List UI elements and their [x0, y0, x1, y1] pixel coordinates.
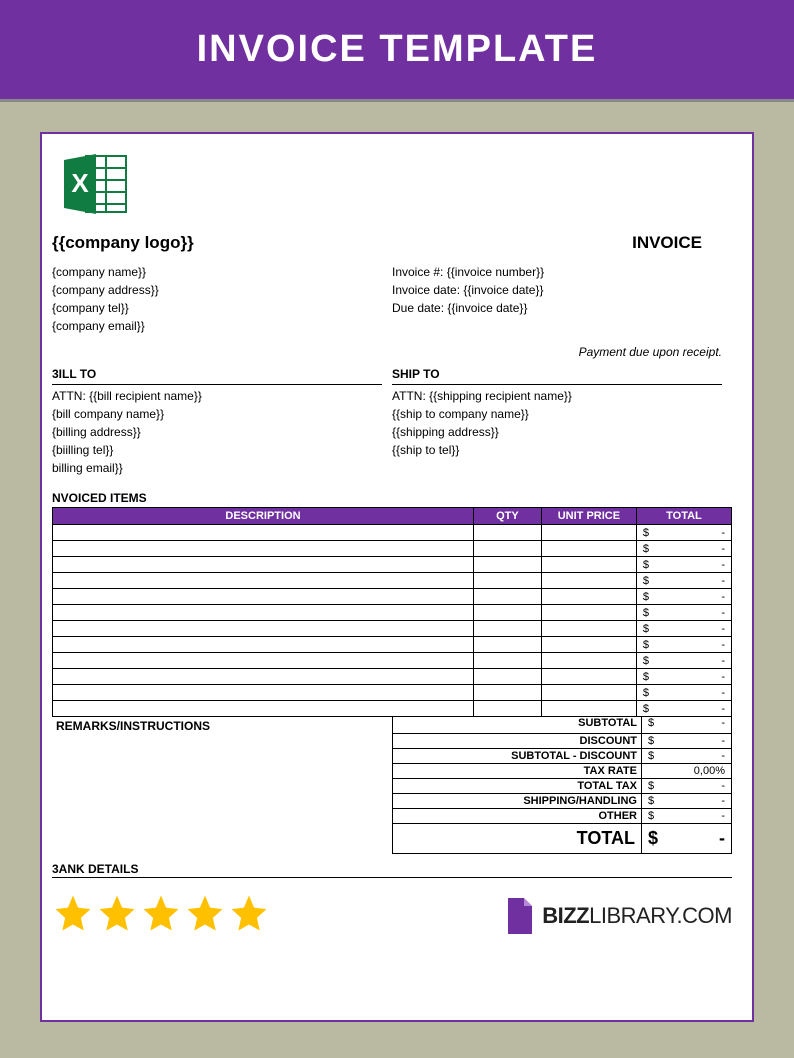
- summary-row: DISCOUNT$-: [52, 734, 732, 749]
- bank-details-heading: 3ANK DETAILS: [52, 862, 732, 878]
- invoice-info: Invoice #: {{invoice number}} Invoice da…: [392, 263, 732, 335]
- excel-icon: X: [60, 152, 130, 221]
- company-info: {company name}} {company address}} {comp…: [52, 263, 392, 335]
- ship-to-address: {{shipping address}}: [392, 423, 732, 441]
- summary-label: SHIPPING/HANDLING: [392, 794, 642, 809]
- invoice-date: Invoice date: {{invoice date}}: [392, 281, 732, 299]
- summary-label: TOTAL TAX: [392, 779, 642, 794]
- summary-label: TAX RATE: [392, 764, 642, 779]
- summary-row: TAX RATE0,00%: [52, 764, 732, 779]
- summary-row: SUBTOTAL - DISCOUNT$-: [52, 749, 732, 764]
- bill-to-company: {bill company name}}: [52, 405, 392, 423]
- document-icon: [504, 896, 536, 936]
- table-row: $-: [53, 605, 732, 621]
- summary-value: $-: [642, 734, 732, 749]
- table-row: $-: [53, 637, 732, 653]
- col-description: DESCRIPTION: [53, 508, 474, 525]
- bill-to-tel: {biilling tel}}: [52, 441, 392, 459]
- summary-row: OTHER$-: [52, 809, 732, 824]
- col-qty: QTY: [473, 508, 541, 525]
- bill-to-address: {billing address}}: [52, 423, 392, 441]
- table-row: $-: [53, 653, 732, 669]
- company-tel: {company tel}}: [52, 299, 392, 317]
- grand-total-row: TOTAL$-: [52, 824, 732, 854]
- table-row: $-: [53, 557, 732, 573]
- table-row: $-: [53, 669, 732, 685]
- remarks-heading: REMARKS/INSTRUCTIONS: [56, 719, 388, 733]
- summary-row: REMARKS/INSTRUCTIONS SUBTOTAL$-: [52, 716, 732, 734]
- brand-text: BIZZLIBRARY.COM: [542, 903, 732, 929]
- invoice-title: INVOICE: [632, 233, 702, 253]
- invoice-number: Invoice #: {{invoice number}}: [392, 263, 732, 281]
- bill-to-email: billing email}}: [52, 459, 392, 477]
- page-footer: BIZZLIBRARY.COM: [42, 878, 752, 939]
- summary-value: $-: [642, 794, 732, 809]
- summary-value: $-: [642, 809, 732, 824]
- table-row: $-: [53, 701, 732, 717]
- ship-to-company: {{ship to company name}}: [392, 405, 732, 423]
- summary-row: TOTAL TAX$-: [52, 779, 732, 794]
- company-name: {company name}}: [52, 263, 392, 281]
- summary-value: 0,00%: [642, 764, 732, 779]
- grand-total-value: $-: [642, 824, 732, 854]
- table-row: $-: [53, 589, 732, 605]
- summary-label: SUBTOTAL: [392, 716, 642, 734]
- company-logo-placeholder: {{company logo}}: [52, 233, 194, 253]
- company-email: {company email}}: [52, 317, 392, 335]
- col-unit-price: UNIT PRICE: [541, 508, 636, 525]
- brand-light: LIBRARY: [589, 903, 676, 928]
- star-icon: [184, 892, 226, 939]
- ship-to-section: SHIP TO ATTN: {{shipping recipient name}…: [392, 365, 732, 477]
- summary-section: REMARKS/INSTRUCTIONSSUBTOTAL$-DISCOUNT$-…: [52, 716, 732, 854]
- summary-label: DISCOUNT: [392, 734, 642, 749]
- brand-suffix: .COM: [677, 903, 732, 928]
- company-address: {company address}}: [52, 281, 392, 299]
- table-row: $-: [53, 525, 732, 541]
- items-table: DESCRIPTION QTY UNIT PRICE TOTAL $-$-$-$…: [52, 507, 732, 717]
- header-banner: INVOICE TEMPLATE: [0, 0, 794, 102]
- summary-label: OTHER: [392, 809, 642, 824]
- summary-row: SHIPPING/HANDLING$-: [52, 794, 732, 809]
- brand-bold: BIZZ: [542, 903, 589, 928]
- banner-title: INVOICE TEMPLATE: [197, 28, 598, 70]
- summary-value: $-: [642, 749, 732, 764]
- table-row: $-: [53, 685, 732, 701]
- invoice-due: Due date: {{invoice date}}: [392, 299, 732, 317]
- rating-stars: [52, 892, 270, 939]
- table-row: $-: [53, 541, 732, 557]
- summary-value: $-: [642, 716, 732, 734]
- ship-to-tel: {{ship to tel}}: [392, 441, 732, 459]
- payment-note: Payment due upon receipt.: [52, 345, 732, 359]
- svg-text:X: X: [71, 168, 89, 198]
- star-icon: [140, 892, 182, 939]
- ship-to-attn: ATTN: {{shipping recipient name}}: [392, 387, 732, 405]
- bill-to-heading: 3ILL TO: [52, 365, 382, 385]
- bill-to-section: 3ILL TO ATTN: {{bill recipient name}} {b…: [52, 365, 392, 477]
- brand-logo: BIZZLIBRARY.COM: [504, 896, 732, 936]
- items-header-row: DESCRIPTION QTY UNIT PRICE TOTAL: [53, 508, 732, 525]
- star-icon: [228, 892, 270, 939]
- table-row: $-: [53, 573, 732, 589]
- col-total: TOTAL: [636, 508, 731, 525]
- page-container: X {{company logo}} INVOICE {company name…: [0, 102, 794, 1042]
- ship-to-heading: SHIP TO: [392, 365, 722, 385]
- invoiced-items-heading: NVOICED ITEMS: [52, 491, 732, 505]
- summary-label: SUBTOTAL - DISCOUNT: [392, 749, 642, 764]
- invoice-page: X {{company logo}} INVOICE {company name…: [40, 132, 754, 1022]
- star-icon: [52, 892, 94, 939]
- table-row: $-: [53, 621, 732, 637]
- grand-total-label: TOTAL: [392, 824, 642, 854]
- summary-value: $-: [642, 779, 732, 794]
- bill-to-attn: ATTN: {{bill recipient name}}: [52, 387, 392, 405]
- star-icon: [96, 892, 138, 939]
